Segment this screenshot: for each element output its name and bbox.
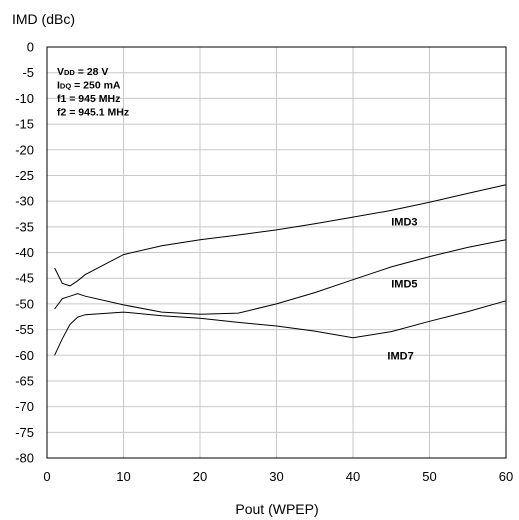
y-axis-title: IMD (dBc) (12, 11, 75, 27)
series-lines (54, 184, 507, 356)
y-tick-label: 0 (27, 40, 34, 55)
x-tick-label: 0 (43, 469, 50, 484)
y-tick-label: -15 (15, 117, 34, 132)
imd5-label: IMD5 (391, 278, 417, 290)
x-axis-title: Pout (WPEP) (235, 501, 318, 517)
y-tick-label: -50 (15, 296, 34, 311)
imd7-line (54, 300, 507, 356)
y-tick-label: -20 (15, 142, 34, 157)
y-tick-label: -10 (15, 91, 34, 106)
condition-line: IDQ = 250 mA (57, 80, 121, 92)
x-tick-label: 60 (499, 469, 513, 484)
y-tick-label: -80 (15, 451, 34, 466)
x-tick-label: 20 (193, 469, 207, 484)
x-tick-label: 40 (346, 469, 360, 484)
y-tick-label: -25 (15, 168, 34, 183)
imd5-line (54, 239, 507, 315)
x-tick-label: 50 (422, 469, 436, 484)
x-tick-label: 10 (116, 469, 130, 484)
imd7-label: IMD7 (387, 350, 413, 362)
plot-frame (46, 46, 507, 459)
y-tick-label: -30 (15, 194, 34, 209)
condition-line: VDD = 28 V (57, 66, 108, 78)
y-tick-label: -45 (15, 271, 34, 286)
y-tick-label: -55 (15, 322, 34, 337)
y-tick-label: -75 (15, 425, 34, 440)
y-tick-label: -60 (15, 348, 34, 363)
y-tick-label: -35 (15, 219, 34, 234)
imd3-line (54, 184, 507, 287)
condition-line: f1 = 945 MHz (57, 93, 120, 105)
series-labels: IMD3 IMD5 IMD7 (387, 217, 417, 363)
x-tick-label: 30 (269, 469, 283, 484)
y-tick-label: -70 (15, 399, 34, 414)
tick-labels: 0 10 20 30 40 50 60 0 -5 -10 -15 -20 -25 -30 -35 -40 -45… (15, 40, 513, 485)
grid (47, 47, 506, 458)
y-tick-label: -40 (15, 245, 34, 260)
imd3-label: IMD3 (391, 217, 417, 229)
y-tick-label: -5 (22, 65, 34, 80)
y-tick-label: -65 (15, 373, 34, 388)
condition-line: f2 = 945.1 MHz (57, 107, 129, 119)
